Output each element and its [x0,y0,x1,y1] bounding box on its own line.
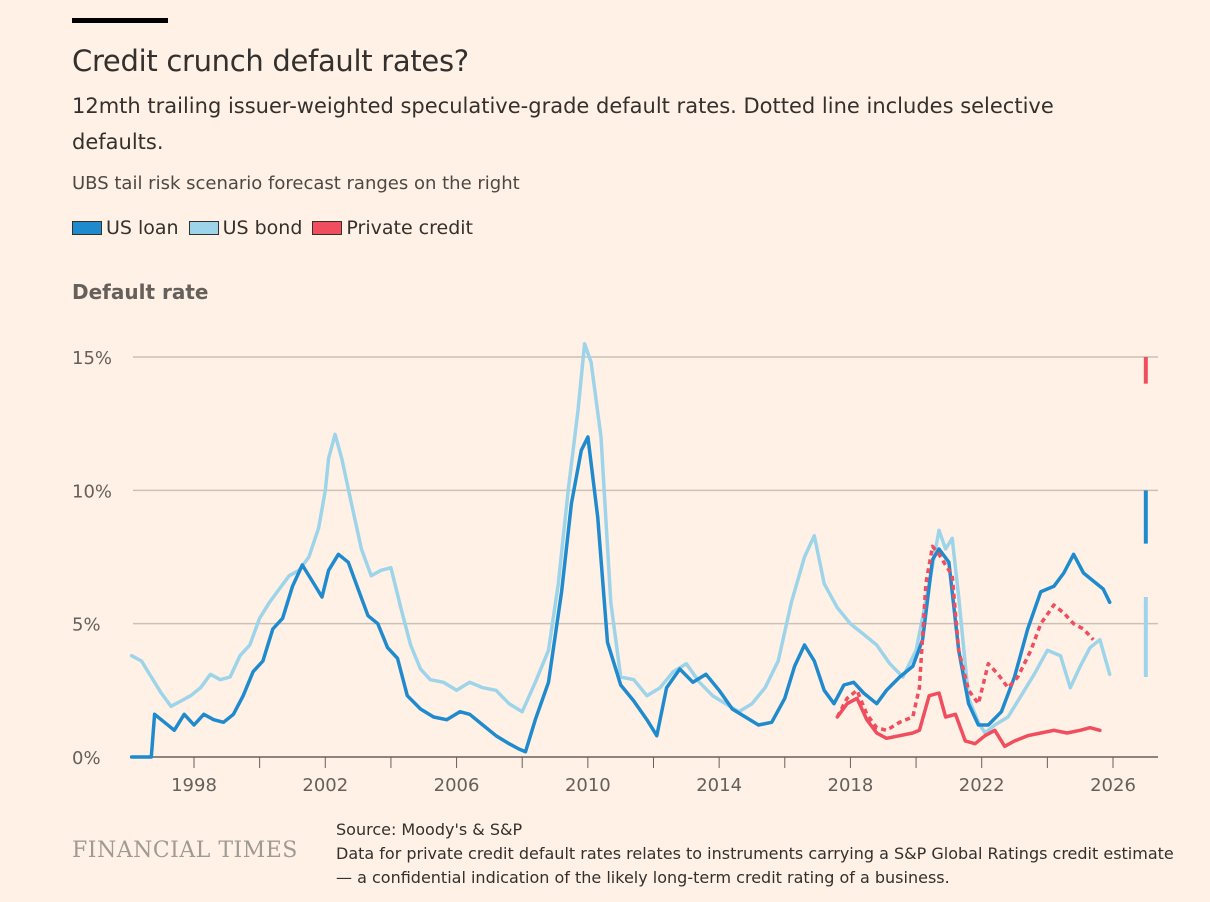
legend-label-us-bond: US bond [222,217,303,239]
x-tick-label: 2002 [302,775,348,796]
x-tick-label: 2022 [959,775,1005,796]
legend-item-private-credit: Private credit [312,217,473,239]
series-line-private-credit [835,691,1102,749]
legend-swatch-us-bond [188,221,219,235]
legend: US loan US bond Private credit [72,217,483,239]
legend-swatch-us-loan [72,221,102,235]
legend-item-us-bond: US bond [188,217,303,239]
legend-label-private-credit: Private credit [346,217,474,239]
y-tick-label: 10% [72,481,112,502]
x-tick-label: 2006 [434,775,480,796]
brand-bar [72,18,168,23]
footnote-text: Data for private credit default rates re… [336,844,1174,887]
source-text: Source: Moody's & S&P [336,820,523,839]
chart-subtitle: 12mth trailing issuer-weighted speculati… [72,94,1054,154]
x-tick-label: 2010 [565,775,611,796]
ft-logo: FINANCIAL TIMES [72,838,298,863]
x-tick-label: 2018 [828,775,874,796]
legend-item-us-loan: US loan [72,217,179,239]
chart-title: Credit crunch default rates? [72,44,469,78]
y-tick-label: 0% [72,748,101,769]
y-axis-label: Default rate [72,280,209,304]
legend-label-us-loan: US loan [106,217,179,239]
y-tick-label: 5% [72,615,101,636]
source-note: Source: Moody's & S&P Data for private c… [336,818,1176,890]
x-tick-label: 2026 [1090,775,1136,796]
chart-note: UBS tail risk scenario forecast ranges o… [72,173,520,194]
x-tick-label: 2014 [696,775,742,796]
series-line-private-credit-incl-selective-defaults [835,544,1095,733]
series-line-us-bond [129,341,1112,735]
y-tick-label: 15% [72,348,112,369]
legend-swatch-private-credit [312,221,343,235]
x-tick-label: 1998 [171,775,217,796]
series-line-us-loan [129,435,1112,759]
